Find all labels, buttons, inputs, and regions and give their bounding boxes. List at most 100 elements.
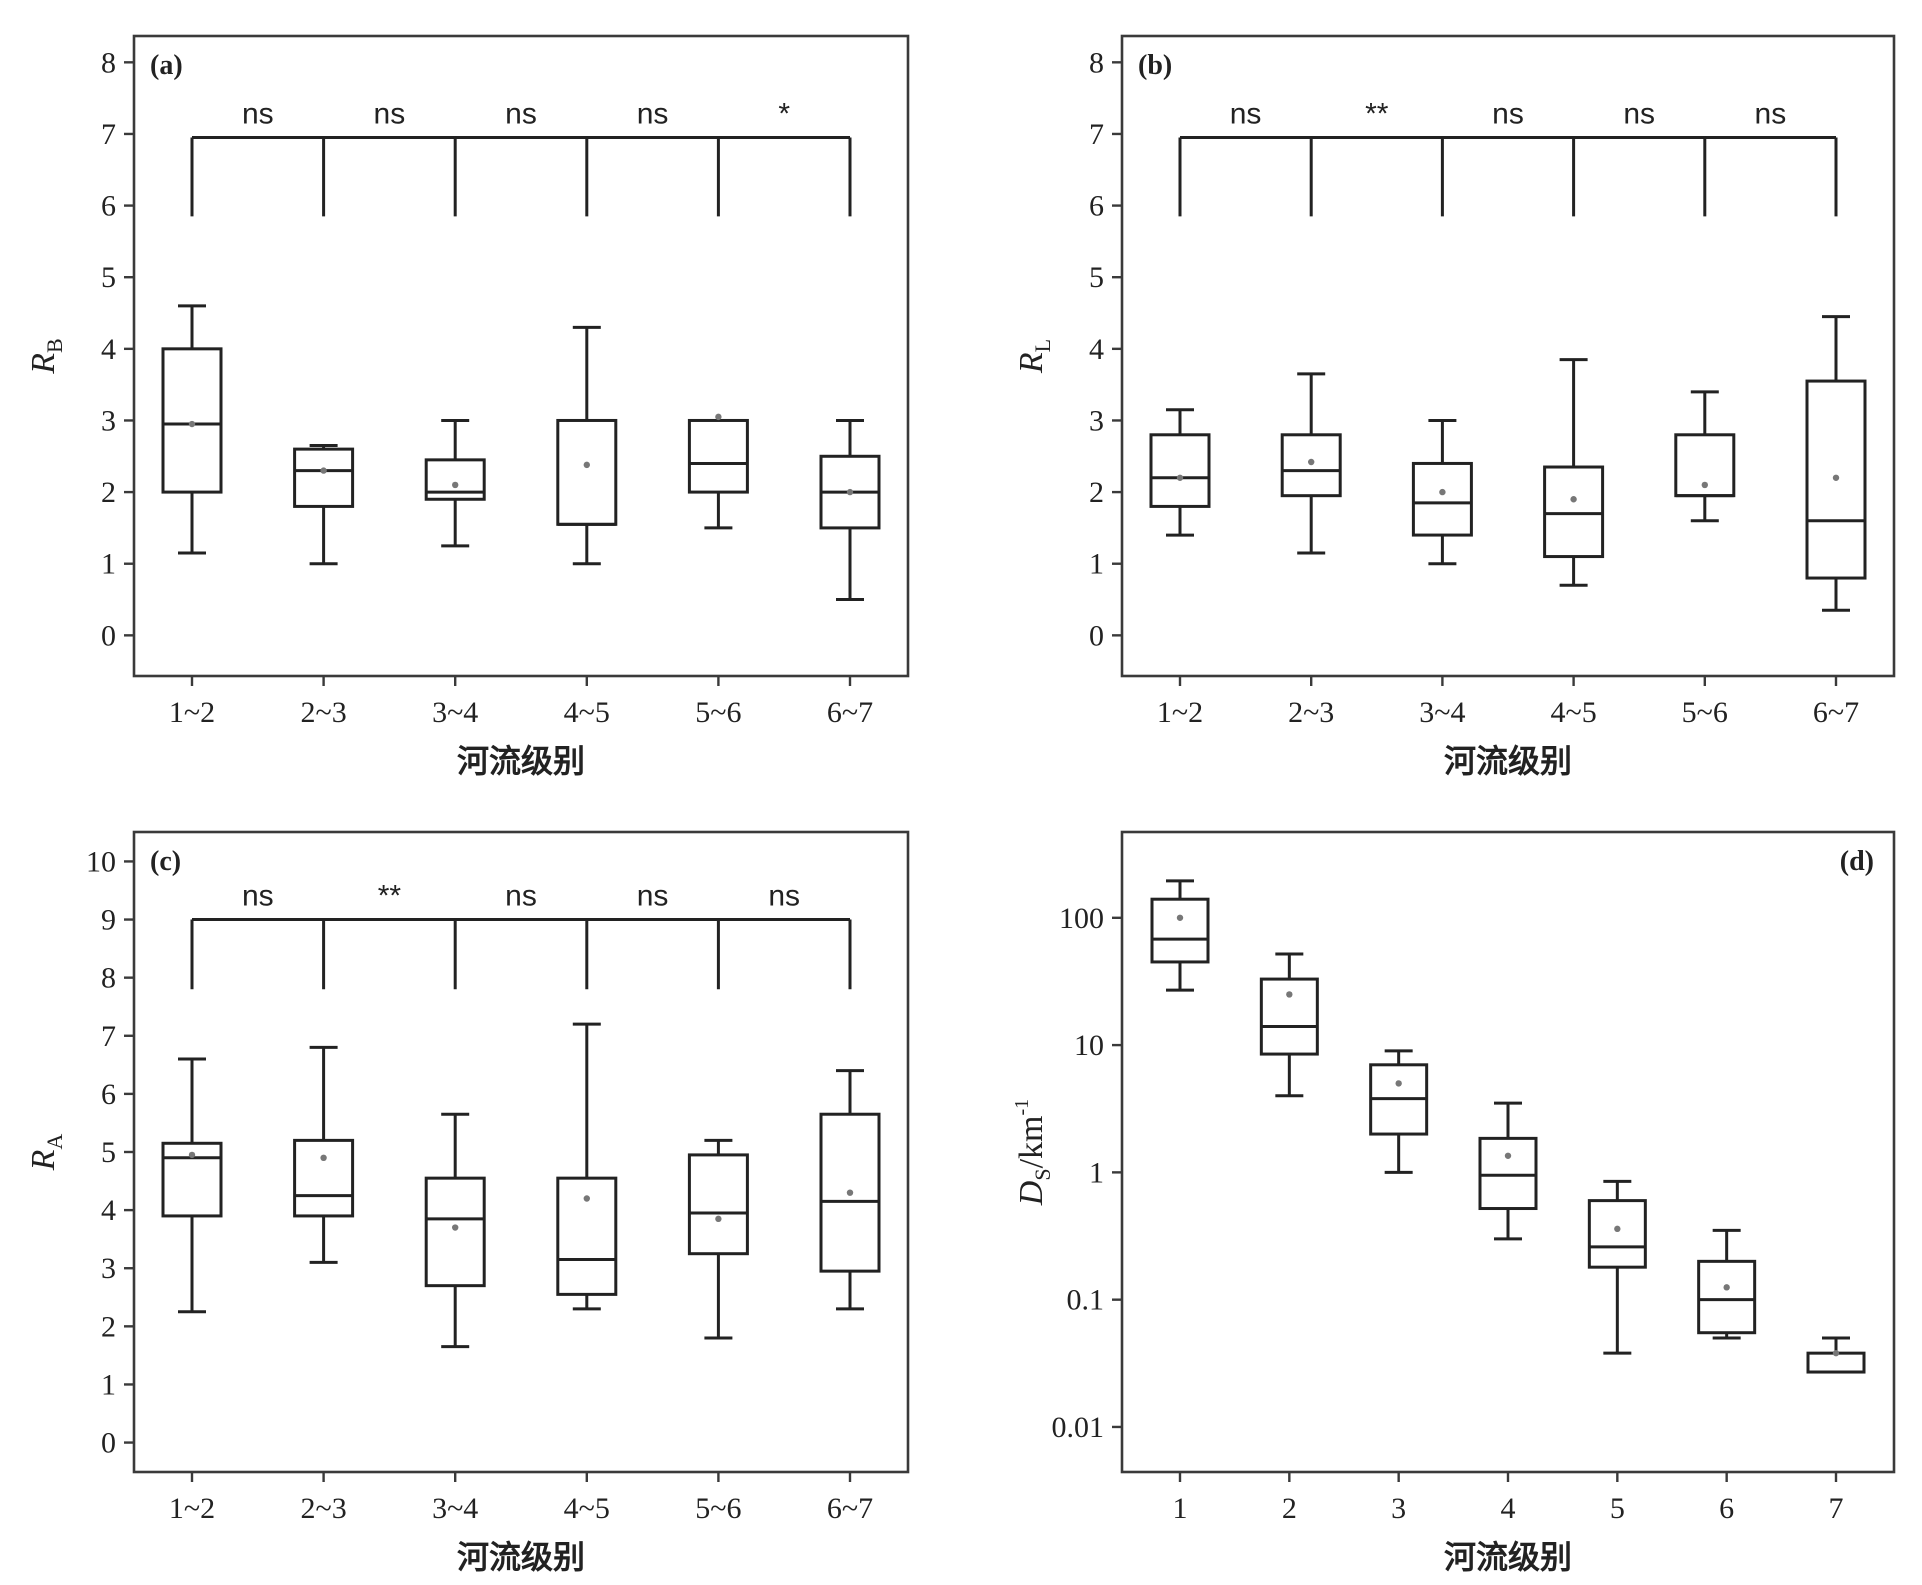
box-1 (1150, 879, 1210, 992)
box-4~5 (556, 1022, 618, 1311)
mean-point (1832, 474, 1840, 481)
significance-label: ns (505, 98, 537, 131)
y-tick-label: 1 (1089, 1156, 1104, 1189)
y-tick-label: 1 (101, 1368, 116, 1401)
iqr-box (1149, 433, 1211, 508)
box-2~3 (1280, 372, 1342, 555)
y-axis-label: RL (1013, 339, 1055, 374)
y-tick-label: 0 (101, 1427, 116, 1460)
mean-point (715, 1215, 722, 1223)
iqr-box (1411, 461, 1473, 537)
plot-frame (132, 830, 910, 1474)
box-4 (1478, 1101, 1538, 1241)
significance-label: ns (768, 880, 800, 913)
box-6~7 (1805, 315, 1867, 612)
box-3~4 (424, 1112, 486, 1349)
box-4~5 (556, 325, 618, 566)
mean-point (1504, 1152, 1512, 1159)
iqr-box (1697, 1259, 1757, 1335)
box-2~3 (293, 1045, 355, 1264)
significance-label: ns (242, 880, 274, 913)
x-tick-label: 3~4 (432, 1492, 478, 1525)
iqr-box (161, 347, 223, 494)
mean-point (1570, 496, 1577, 503)
x-axis-label: 河流级别 (457, 742, 585, 780)
mean-point (583, 1195, 590, 1202)
iqr-box (1280, 433, 1342, 498)
box-1~2 (161, 304, 223, 555)
significance-label: ns (637, 880, 669, 913)
mean-point (1176, 914, 1184, 921)
box-6~7 (819, 418, 881, 602)
x-tick-label: 4~5 (564, 1492, 610, 1525)
mean-point (715, 413, 722, 421)
box-4~5 (1543, 358, 1605, 587)
mean-point (846, 1189, 854, 1196)
mean-point (1395, 1080, 1402, 1087)
significance-label: ** (1365, 98, 1389, 131)
y-tick-label: 3 (101, 404, 116, 437)
x-tick-label: 1~2 (1157, 696, 1203, 729)
mean-point (846, 488, 854, 496)
y-tick-label: 10 (1074, 1029, 1104, 1062)
mean-point (188, 420, 196, 428)
mean-point (320, 1154, 327, 1162)
box-3 (1369, 1049, 1429, 1174)
mean-point (1439, 488, 1446, 496)
box-2~3 (293, 444, 355, 566)
x-tick-label: 2 (1282, 1492, 1297, 1525)
significance-label: ns (242, 98, 274, 131)
y-axis-label: DS/km-1 (1011, 1099, 1055, 1206)
box-5~6 (687, 1138, 749, 1340)
panel-tag: (a) (150, 50, 183, 81)
y-tick-label: 3 (101, 1252, 116, 1285)
iqr-box (1587, 1199, 1647, 1269)
x-tick-label: 1 (1173, 1492, 1188, 1525)
plot-frame (1120, 34, 1896, 678)
box-1~2 (161, 1057, 223, 1314)
x-tick-label: 3~4 (1419, 696, 1465, 729)
y-tick-label: 2 (1089, 476, 1104, 509)
y-tick-label: 6 (101, 190, 116, 223)
significance-label: ns (1755, 98, 1787, 131)
x-tick-label: 3~4 (432, 696, 478, 729)
y-tick-label: 6 (1089, 190, 1104, 223)
y-tick-label: 0 (1089, 619, 1104, 652)
panel-a: 0 1 2 3 4 5 6 7 8 1~2 2~3 3~4 4~5 5~6 6~7 河流级别 RB (a) ns ns… (25, 34, 910, 780)
box-7 (1806, 1336, 1866, 1374)
y-tick-label: 0 (101, 619, 116, 652)
x-tick-label: 6~7 (827, 1492, 873, 1525)
significance-label: ns (1623, 98, 1655, 131)
y-tick-label: 7 (101, 118, 116, 151)
box-6~7 (819, 1069, 881, 1311)
panel-b: 0 1 2 3 4 5 6 7 8 1~2 2~3 3~4 4~5 5~6 6~7 河流级别 RL (b) ns **… (1013, 34, 1896, 780)
mean-point (188, 1151, 196, 1159)
x-tick-label: 1~2 (169, 696, 215, 729)
iqr-box (293, 447, 355, 508)
y-tick-label: 5 (101, 1136, 116, 1169)
significance-label: ns (1492, 98, 1524, 131)
y-tick-label: 1 (101, 548, 116, 581)
y-tick-label: 4 (1089, 333, 1104, 366)
mean-point (1723, 1284, 1730, 1291)
y-tick-label: 5 (101, 261, 116, 294)
panel-tag: (c) (150, 846, 181, 877)
y-tick-label: 6 (101, 1078, 116, 1111)
x-tick-label: 4 (1501, 1492, 1516, 1525)
significance-label: ns (374, 98, 406, 131)
x-tick-label: 6~7 (1813, 696, 1859, 729)
plot-frame (132, 34, 910, 678)
x-tick-label: 2~3 (300, 1492, 346, 1525)
x-axis-label: 河流级别 (457, 1538, 585, 1576)
x-tick-label: 5~6 (695, 696, 741, 729)
x-tick-label: 2~3 (300, 696, 346, 729)
significance-label: * (778, 98, 790, 131)
iqr-box (556, 418, 618, 526)
x-tick-label: 6~7 (827, 696, 873, 729)
panel-tag: (d) (1840, 846, 1874, 877)
y-tick-label: 0.1 (1067, 1284, 1105, 1317)
mean-point (583, 461, 590, 469)
panel-c: 0 1 2 3 4 5 6 7 8 9 10 1~2 2~3 3~4 4~5 5~6 6~7 河流级别 RA (c) n… (25, 830, 910, 1576)
y-tick-label: 10 (86, 845, 116, 878)
